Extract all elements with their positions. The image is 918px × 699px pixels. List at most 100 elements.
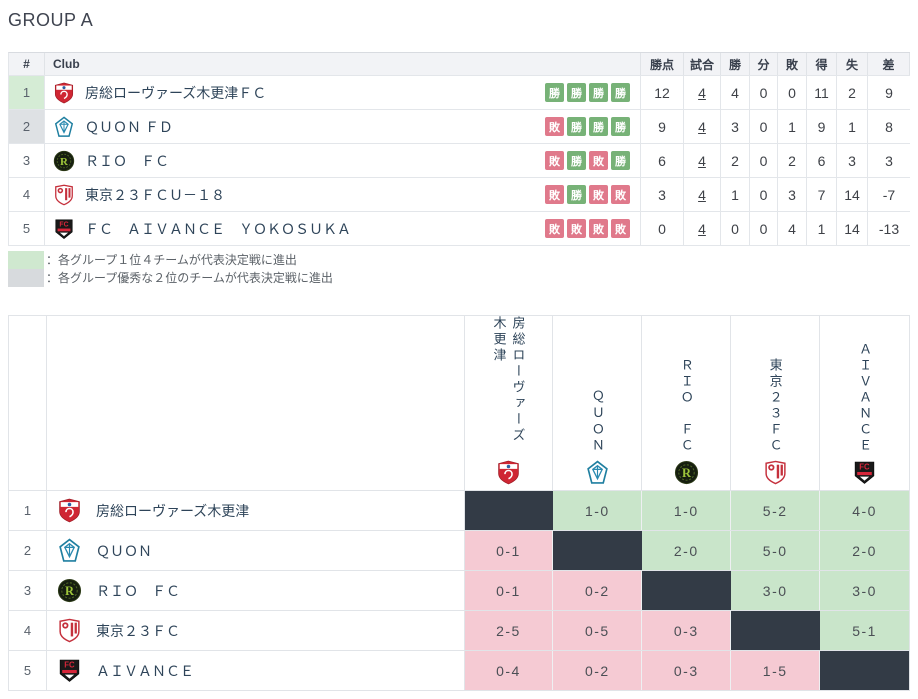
goals-for-cell: 11: [807, 76, 837, 109]
played-link[interactable]: 4: [698, 118, 706, 135]
legend-text-second-place: ：各グループ優秀な２位のチームが代表決定戦に進出: [46, 271, 333, 285]
club-name-link[interactable]: ＦＣ ＡＩＶＡＮＣＥ ＹＯＫＯＳＵＫＡ: [85, 220, 351, 237]
crosstable-score-cell: 0-5: [553, 611, 643, 650]
played-link[interactable]: 4: [698, 84, 706, 101]
crosstable-club-cell: FC ＡＩＶＡＮＣＥ: [47, 651, 465, 690]
goals-for-cell: 9: [807, 110, 837, 143]
played-cell: 4: [684, 76, 721, 109]
form-badge-loss: 敗: [589, 151, 608, 170]
crosstable-rank-cell: 5: [9, 651, 47, 690]
qualification-legend: ：各グループ１位４チームが代表決定戦に進出 ：各グループ優秀な２位のチームが代表…: [8, 251, 910, 287]
standings-table: # Club 勝点 試合 勝 分 敗 得 失 差 1 房総ローヴァーズ木更津ＦＣ…: [8, 52, 910, 246]
rank-cell: 4: [9, 178, 45, 211]
won-cell: 0: [721, 212, 750, 245]
form-badge-win: 勝: [611, 83, 630, 102]
goals-against-cell: 2: [837, 76, 868, 109]
crosstable-score-cell: 2-5: [464, 611, 554, 650]
crosstable-score-cell: 0-1: [464, 531, 554, 570]
rank-cell: 3: [9, 144, 45, 177]
legend-swatch-first-place: [8, 251, 44, 269]
legend-texts: ：各グループ１位４チームが代表決定戦に進出 ：各グループ優秀な２位のチームが代表…: [46, 251, 333, 287]
crosstable-score-cell: 3-0: [820, 571, 910, 610]
crosstable-row: 3 R ＲＩＯ ＦＣ 0-1 0-2 3-0 3-0: [9, 571, 910, 611]
standings-row: 3 R ＲＩＯ ＦＣ 敗勝敗勝 6 4 2 0 2 6 3 3: [9, 144, 910, 178]
played-link[interactable]: 4: [698, 186, 706, 203]
drawn-cell: 0: [750, 212, 778, 245]
points-cell: 6: [641, 144, 684, 177]
crosstable-header-rank-spacer: [9, 316, 47, 490]
col-header-won: 勝: [721, 53, 750, 75]
club-cell: R ＲＩＯ ＦＣ 敗勝敗勝: [45, 144, 641, 177]
svg-text:FC: FC: [59, 221, 68, 228]
club-logo-rio-icon: R: [57, 578, 82, 603]
club-name-link[interactable]: ＱＵＯＮ ＦＤ: [85, 118, 173, 135]
points-cell: 12: [641, 76, 684, 109]
club-name-link[interactable]: ＲＩＯ ＦＣ: [85, 152, 169, 169]
col-header-rank: #: [9, 53, 45, 75]
crosstable-row: 5 FC ＡＩＶＡＮＣＥ 0-4 0-2 0-3 1-5: [9, 651, 910, 691]
crosstable-column-header: ＱＵＯＮ: [553, 316, 643, 490]
lost-cell: 3: [778, 178, 807, 211]
crosstable-score-cell: 1-5: [731, 651, 821, 690]
form-badges: 勝勝勝勝: [545, 83, 632, 102]
form-badge-loss: 敗: [589, 219, 608, 238]
played-cell: 4: [684, 178, 721, 211]
vertical-club-label: ＱＵＯＮ: [589, 390, 605, 454]
form-badge-loss: 敗: [567, 219, 586, 238]
club-logo-tokyo23-icon: [53, 184, 75, 206]
crosstable-header-club-spacer: [47, 316, 465, 490]
form-badge-loss: 敗: [545, 185, 564, 204]
svg-text:R: R: [682, 466, 692, 480]
crosstable-self-cell: [731, 611, 821, 650]
points-cell: 9: [641, 110, 684, 143]
crosstable-score-cell: 0-2: [553, 651, 643, 690]
club-logo-tokyo23-icon: [763, 460, 788, 485]
legend-swatches: [8, 251, 44, 287]
crosstable-row: 1 房総ローヴァーズ木更津 1-0 1-0 5-2 4-0: [9, 491, 910, 531]
form-badge-win: 勝: [589, 117, 608, 136]
goals-for-cell: 1: [807, 212, 837, 245]
rank-cell: 5: [9, 212, 45, 245]
rank-cell: 2: [9, 110, 45, 143]
rank-cell: 1: [9, 76, 45, 109]
club-logo-quon-icon: [57, 538, 82, 563]
lost-cell: 1: [778, 110, 807, 143]
form-badge-loss: 敗: [611, 219, 630, 238]
club-cell: ＱＵＯＮ ＦＤ 敗勝勝勝: [45, 110, 641, 143]
goals-against-cell: 14: [837, 178, 868, 211]
played-link[interactable]: 4: [698, 220, 706, 237]
crosstable-club-name: 東京２３ＦＣ: [95, 622, 180, 639]
form-badge-loss: 敗: [589, 185, 608, 204]
points-cell: 3: [641, 178, 684, 211]
crosstable-score-cell: 0-1: [464, 571, 554, 610]
club-name-link[interactable]: 房総ローヴァーズ木更津ＦＣ: [85, 84, 267, 101]
club-name-link[interactable]: 東京２３ＦＣＵ－１８: [85, 186, 225, 203]
crosstable-club-name: ＲＩＯ ＦＣ: [95, 582, 180, 599]
crosstable-score-cell: 3-0: [731, 571, 821, 610]
col-header-played: 試合: [684, 53, 721, 75]
crosstable-score-cell: 0-4: [464, 651, 554, 690]
club-cell: 東京２３ＦＣＵ－１８ 敗勝敗敗: [45, 178, 641, 211]
standings-row: 1 房総ローヴァーズ木更津ＦＣ 勝勝勝勝 12 4 4 0 0 11 2 9: [9, 76, 910, 110]
crosstable-club-name: 房総ローヴァーズ木更津: [95, 502, 250, 519]
form-badge-loss: 敗: [545, 219, 564, 238]
legend-swatch-second-place: [8, 269, 44, 287]
crosstable-body: 1 房総ローヴァーズ木更津 1-0 1-0 5-2 4-0 2 ＱＵＯＮ 0-1 2-0…: [9, 491, 910, 691]
crosstable-column-header: 房総ローヴァーズ木更津: [465, 316, 554, 490]
played-link[interactable]: 4: [698, 152, 706, 169]
svg-text:FC: FC: [64, 660, 75, 669]
col-header-drawn: 分: [750, 53, 778, 75]
goals-for-cell: 7: [807, 178, 837, 211]
crosstable: 房総ローヴァーズ木更津 ＱＵＯＮ ＲＩＯ ＦＣ R 東京２３ＦＣ ＡＩＶＡＮＣＥ…: [8, 315, 910, 691]
vertical-club-label: ＡＩＶＡＮＣＥ: [857, 342, 873, 454]
form-badge-win: 勝: [611, 151, 630, 170]
crosstable-score-cell: 0-3: [642, 651, 732, 690]
crosstable-club-cell: ＱＵＯＮ: [47, 531, 465, 570]
club-logo-aivance-icon: FC: [57, 658, 82, 683]
goals-for-cell: 6: [807, 144, 837, 177]
played-cell: 4: [684, 110, 721, 143]
col-header-goals-against: 失: [837, 53, 868, 75]
lost-cell: 0: [778, 76, 807, 109]
club-logo-aivance-icon: FC: [53, 218, 75, 240]
crosstable-self-cell: [642, 571, 732, 610]
